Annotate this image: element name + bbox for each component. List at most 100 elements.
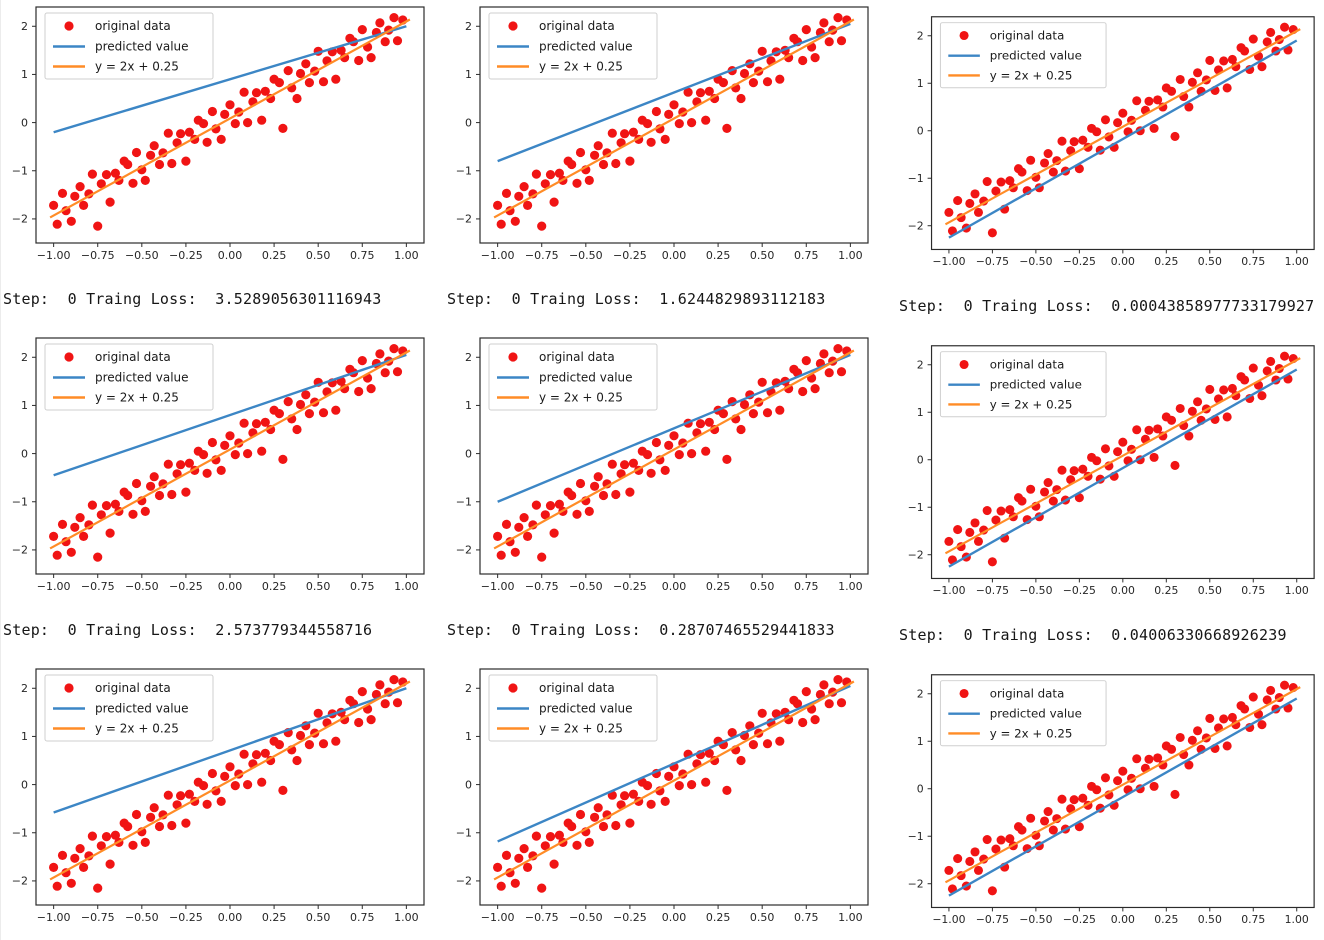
plot-svg: −1.00 −0.75 −0.50 −0.25 0.00 0.25 0.50 0.75 1.00… (908, 345, 1315, 597)
legend-label: original data (95, 350, 171, 364)
x-tick-label: −0.50 (1019, 913, 1052, 926)
legend-label: predicted value (95, 371, 189, 385)
x-tick-label: −0.75 (525, 249, 559, 262)
subplot-row1-col2: −1.00 −0.75 −0.50 −0.25 0.00 0.25 0.50 0.75 1.00… (447, 2, 877, 265)
x-tick-label: 0.50 (1198, 584, 1222, 597)
y-tick-label: 0 (465, 116, 472, 129)
legend-label: predicted value (539, 702, 633, 716)
legend-marker-dot (64, 21, 74, 31)
legend-label: original data (95, 681, 171, 695)
plot-svg: −1.00 −0.75 −0.50 −0.25 0.00 0.25 0.50 0.75 1.00… (12, 668, 425, 924)
true-line (493, 349, 855, 550)
y-tick-label: −2 (12, 544, 28, 557)
x-tick-label: −1.00 (37, 580, 71, 593)
legend-box (488, 343, 658, 411)
legend-label: original data (539, 350, 615, 364)
x-axis-ticks: −1.00 −0.75 −0.50 −0.25 0.00 0.25 0.50 0.75 1.00 (932, 578, 1309, 597)
x-tick-label: 0.00 (218, 249, 243, 262)
y-tick-label: 2 (21, 351, 28, 364)
y-tick-label: −2 (456, 213, 472, 226)
y-tick-label: 2 (917, 359, 924, 372)
y-tick-label: −2 (12, 213, 28, 226)
x-tick-label: 0.25 (1154, 913, 1178, 926)
legend-label: original data (95, 19, 171, 33)
x-tick-label: −0.75 (81, 249, 115, 262)
x-tick-label: −0.75 (525, 911, 559, 924)
y-tick-label: −1 (908, 501, 924, 514)
plot-svg: −1.00 −0.75 −0.50 −0.25 0.00 0.25 0.50 0.75 1.00… (456, 6, 869, 262)
y-axis-ticks: 2 1 0 −1 −2 (456, 20, 480, 226)
x-tick-label: −1.00 (37, 911, 71, 924)
predicted-line (948, 368, 1298, 568)
y-axis-ticks: 2 1 0 −1 −2 (12, 351, 36, 557)
x-tick-label: 1.00 (838, 911, 863, 924)
legend-label: y = 2x + 0.25 (539, 391, 623, 405)
x-axis-ticks: −1.00 −0.75 −0.50 −0.25 0.00 0.25 0.50 0.75 1.00 (37, 243, 419, 262)
x-tick-label: −1.00 (932, 255, 965, 268)
true-line (944, 28, 1301, 226)
y-tick-label: −2 (908, 548, 924, 561)
y-tick-label: −2 (456, 875, 472, 888)
plot-svg: −1.00 −0.75 −0.50 −0.25 0.00 0.25 0.50 0.75 1.00… (908, 674, 1315, 926)
y-axis-ticks: 2 1 0 −1 −2 (908, 359, 932, 561)
x-tick-label: −1.00 (481, 580, 515, 593)
x-tick-label: −0.25 (613, 911, 647, 924)
scatter-points (49, 344, 408, 562)
legend-label: original data (539, 19, 615, 33)
x-tick-label: −0.25 (169, 911, 203, 924)
y-tick-label: −1 (456, 496, 472, 509)
legend-box (44, 12, 214, 80)
x-tick-label: 0.50 (1198, 255, 1222, 268)
y-axis-ticks: 2 1 0 −1 −2 (12, 682, 36, 888)
y-tick-label: 0 (917, 782, 924, 795)
x-tick-label: −0.25 (613, 580, 647, 593)
y-tick-label: 1 (21, 399, 28, 412)
legend-marker-dot (959, 688, 969, 699)
y-tick-label: 0 (465, 778, 472, 791)
x-tick-label: 0.00 (218, 580, 243, 593)
y-axis-ticks: 2 1 0 −1 −2 (12, 20, 36, 226)
legend: original data predicted value y = 2x + 0.2… (44, 674, 214, 742)
x-tick-label: −1.00 (481, 249, 515, 262)
x-tick-label: −0.50 (569, 580, 603, 593)
x-tick-label: −0.50 (125, 580, 159, 593)
y-tick-label: −1 (908, 830, 924, 843)
x-tick-label: 0.50 (750, 249, 775, 262)
y-tick-label: −1 (12, 496, 28, 509)
legend: original data predicted value y = 2x + 0.2… (488, 343, 658, 411)
y-tick-label: 1 (917, 735, 924, 748)
legend-marker-dot (508, 683, 518, 693)
true-line (944, 357, 1301, 555)
legend-label: predicted value (95, 40, 189, 54)
legend-label: original data (990, 686, 1065, 700)
x-tick-label: 0.00 (662, 580, 687, 593)
y-tick-label: 0 (917, 124, 924, 137)
x-tick-label: 0.00 (1111, 255, 1135, 268)
plot-svg: −1.00 −0.75 −0.50 −0.25 0.00 0.25 0.50 0.75 1.00… (456, 668, 869, 924)
legend-box (939, 22, 1107, 89)
x-tick-label: 0.25 (262, 249, 287, 262)
x-tick-label: 0.75 (794, 911, 819, 924)
x-tick-label: 1.00 (394, 249, 419, 262)
loss-caption-row2-col2: Step: 0 Traing Loss: 0.28707465529441833 (447, 621, 835, 639)
y-tick-label: −1 (12, 165, 28, 178)
predicted-line (53, 25, 407, 134)
x-tick-label: −0.50 (1019, 584, 1052, 597)
legend-label: y = 2x + 0.25 (95, 60, 179, 74)
x-tick-label: 0.25 (1154, 584, 1178, 597)
subplot-row2-col2: −1.00 −0.75 −0.50 −0.25 0.00 0.25 0.50 0.75 1.00… (447, 333, 877, 596)
legend-label: predicted value (539, 371, 633, 385)
true-line (493, 18, 855, 219)
x-tick-label: −0.50 (569, 249, 603, 262)
y-tick-label: 1 (465, 730, 472, 743)
x-tick-label: 0.50 (750, 911, 775, 924)
y-tick-label: 2 (21, 20, 28, 33)
legend-marker-dot (64, 683, 74, 693)
x-tick-label: 1.00 (838, 249, 863, 262)
legend-box (44, 674, 214, 742)
legend: original data predicted value y = 2x + 0.2… (488, 674, 658, 742)
true-line (49, 349, 411, 550)
plot-svg: −1.00 −0.75 −0.50 −0.25 0.00 0.25 0.50 0.75 1.00… (908, 16, 1315, 268)
y-tick-label: 2 (465, 351, 472, 364)
x-axis-ticks: −1.00 −0.75 −0.50 −0.25 0.00 0.25 0.50 0.75 1.00 (37, 905, 419, 924)
